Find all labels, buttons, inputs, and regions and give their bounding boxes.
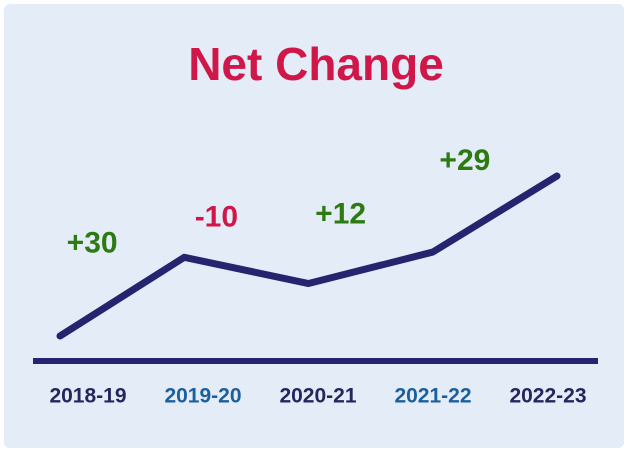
change-label: +29 — [439, 144, 490, 177]
x-tick-label: 2019-20 — [164, 385, 241, 408]
x-tick-label: 2020-21 — [279, 385, 356, 408]
x-tick-label: 2022-23 — [509, 385, 586, 408]
data-line — [56, 172, 561, 340]
change-label: +30 — [67, 227, 118, 260]
change-label: -10 — [195, 200, 238, 233]
x-tick-label: 2018-19 — [49, 385, 126, 408]
chart-title: Net Change — [188, 38, 444, 90]
chart-background — [4, 4, 624, 448]
x-tick-label: 2021-22 — [394, 385, 471, 408]
change-label: +12 — [315, 198, 366, 231]
